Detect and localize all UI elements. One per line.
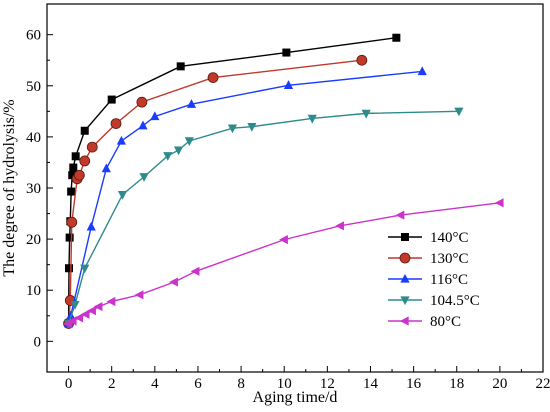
data-point: [176, 62, 185, 71]
y-tick-label: 20: [26, 232, 41, 248]
data-point: [79, 155, 91, 167]
y-tick-label: 0: [34, 334, 42, 350]
data-point: [86, 141, 98, 153]
data-point: [279, 235, 288, 245]
axes: 0 2 4 6 8 10 12 14 16 18 20 22 0 10 20 30 40 50 60: [26, 3, 550, 392]
series-140c: [64, 33, 401, 328]
x-tick-label: 16: [406, 376, 422, 392]
data-point: [65, 233, 74, 242]
data-point: [93, 301, 103, 312]
legend-item: 130°C: [388, 251, 469, 267]
data-point: [139, 173, 149, 182]
legend-marker: [400, 273, 410, 283]
data-point: [110, 118, 122, 129]
x-tick-label: 22: [536, 376, 550, 392]
y-axis-title: The degree of hydrolysis/%: [1, 99, 18, 276]
data-point: [173, 146, 184, 156]
series-layer: [63, 33, 504, 329]
data-point: [66, 216, 78, 228]
legend-item: 104.5°C: [388, 293, 480, 309]
legend-item: 140°C: [388, 230, 469, 246]
legend-label: 140°C: [430, 230, 469, 246]
legend: 140°C 130°C 116°C 104.5°C 80°C: [388, 230, 480, 330]
legend-marker: [400, 296, 410, 306]
data-point: [356, 54, 368, 66]
legend-label: 80°C: [430, 314, 461, 330]
series-116c: [63, 66, 427, 328]
x-tick-label: 12: [320, 376, 335, 392]
legend-marker: [401, 233, 409, 241]
legend-item: 80°C: [388, 314, 461, 330]
data-point: [417, 66, 427, 76]
x-tick-label: 10: [277, 376, 292, 392]
data-point: [283, 80, 294, 89]
x-tick-label: 0: [65, 376, 73, 392]
data-point: [307, 114, 317, 124]
data-point: [454, 107, 464, 117]
legend-label: 104.5°C: [430, 293, 480, 309]
data-point: [190, 266, 200, 276]
y-tick-label: 40: [26, 130, 41, 146]
data-point: [117, 190, 128, 200]
data-point: [107, 95, 116, 104]
series-line: [67, 37, 397, 324]
data-point: [163, 152, 173, 161]
legend-marker: [399, 316, 409, 326]
data-point: [184, 137, 194, 147]
data-point: [169, 277, 178, 287]
x-axis-title: Aging time/d: [253, 389, 338, 406]
y-tick-label: 50: [26, 79, 41, 95]
series-line: [67, 70, 423, 324]
data-point: [227, 124, 238, 134]
data-point: [64, 264, 73, 273]
series-104-5c: [63, 107, 464, 329]
data-point: [138, 120, 148, 130]
data-point: [86, 221, 96, 231]
data-point: [150, 111, 160, 121]
legend-label: 116°C: [430, 272, 468, 288]
data-point: [116, 135, 126, 145]
data-point: [80, 126, 89, 135]
x-tick-label: 2: [108, 376, 116, 392]
data-point: [361, 109, 371, 119]
data-point: [282, 48, 291, 57]
legend-label: 130°C: [430, 251, 469, 267]
data-point: [70, 300, 80, 310]
series-80c: [63, 198, 504, 329]
data-point: [69, 163, 78, 172]
legend-item: 116°C: [388, 272, 468, 288]
plot-frame: [46, 3, 544, 373]
x-tick-label: 14: [363, 376, 379, 392]
x-tick-label: 18: [449, 376, 464, 392]
x-tick-label: 20: [492, 376, 507, 392]
data-point: [80, 264, 90, 274]
data-point: [136, 96, 148, 108]
data-point: [87, 306, 96, 316]
data-point: [80, 309, 90, 319]
y-tick-label: 60: [26, 28, 41, 44]
data-point: [134, 290, 144, 300]
x-tick-label: 6: [194, 376, 202, 392]
data-point: [67, 316, 77, 326]
data-point: [73, 169, 85, 181]
data-point: [67, 187, 76, 196]
data-point: [106, 296, 116, 307]
data-point: [335, 221, 344, 231]
data-point: [101, 163, 111, 173]
data-point: [74, 313, 84, 323]
legend-marker: [399, 252, 411, 264]
data-point: [186, 99, 197, 108]
data-point: [207, 72, 219, 83]
x-tick-label: 8: [237, 376, 245, 392]
data-point: [392, 33, 401, 42]
data-point: [247, 122, 257, 132]
data-point: [68, 171, 77, 180]
data-point: [71, 152, 80, 161]
data-point: [395, 210, 405, 220]
data-point: [494, 198, 504, 208]
x-tick-label: 4: [151, 376, 159, 392]
y-tick-label: 30: [26, 181, 41, 197]
y-tick-label: 10: [26, 283, 41, 299]
